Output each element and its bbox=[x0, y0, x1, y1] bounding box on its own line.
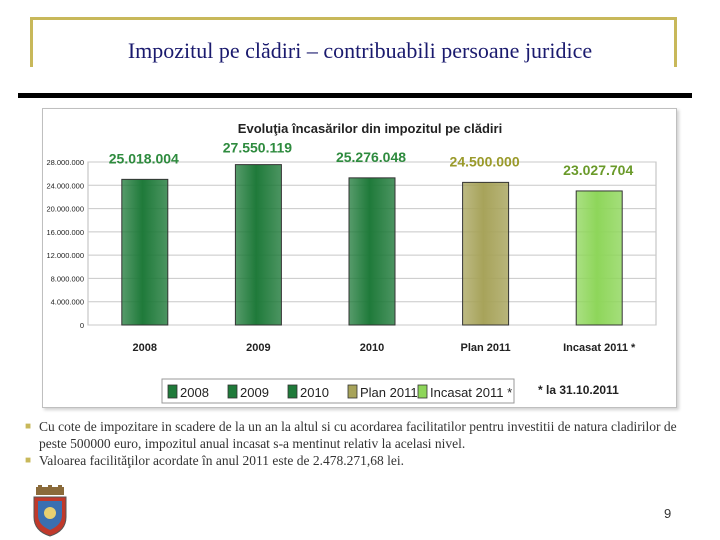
legend-label: Incasat 2011 * bbox=[430, 385, 512, 400]
slide-title: Impozitul pe clădiri – contribuabili per… bbox=[127, 38, 593, 63]
x-tick-label: Incasat 2011 * bbox=[563, 342, 636, 354]
legend-box bbox=[161, 378, 515, 404]
chart-footnote: * la 31.10.2011 bbox=[538, 383, 619, 397]
bar bbox=[121, 178, 169, 326]
y-tick-label: 8.000.000 bbox=[51, 274, 84, 283]
y-tick-label: 28.000.000 bbox=[46, 158, 84, 167]
bullet-item: ■ Cu cote de impozitare in scadere de la… bbox=[25, 418, 695, 452]
legend-label: 2009 bbox=[240, 385, 269, 400]
legend-label: Plan 2011 bbox=[360, 385, 418, 400]
data-label: 27.550.119 bbox=[223, 140, 293, 156]
bullet-text: Cu cote de impozitare in scadere de la u… bbox=[39, 419, 677, 451]
bar bbox=[462, 181, 510, 326]
y-tick-label: 16.000.000 bbox=[46, 228, 84, 237]
coat-of-arms-icon bbox=[33, 485, 67, 537]
bullet-text: Valoarea facilităţilor acordate în anul … bbox=[39, 453, 404, 468]
bullet-icon: ■ bbox=[25, 455, 32, 466]
chart-title: Evoluţia încasărilor din impozitul pe cl… bbox=[238, 121, 502, 136]
legend-label: 2010 bbox=[300, 385, 329, 400]
bar bbox=[348, 177, 396, 326]
data-label: 23.027.704 bbox=[563, 162, 633, 178]
legend-label: 2008 bbox=[180, 385, 209, 400]
x-tick-label: 2010 bbox=[360, 342, 384, 354]
data-label: 25.276.048 bbox=[336, 149, 406, 165]
y-tick-label: 12.000.000 bbox=[46, 251, 84, 260]
title-frame bbox=[30, 17, 677, 67]
title-divider bbox=[18, 93, 692, 98]
y-tick-label: 24.000.000 bbox=[46, 181, 84, 190]
bullet-item: ■ Valoarea facilităţilor acordate în anu… bbox=[25, 452, 695, 469]
data-label: 24.500.000 bbox=[450, 153, 520, 169]
legend-swatch bbox=[347, 384, 358, 399]
bullet-icon: ■ bbox=[25, 421, 32, 432]
data-label: 25.018.004 bbox=[109, 150, 179, 166]
legend-swatch bbox=[287, 384, 298, 399]
y-tick-label: 20.000.000 bbox=[46, 205, 84, 214]
bar bbox=[575, 190, 623, 326]
x-tick-label: 2009 bbox=[246, 342, 270, 354]
bullet-list: ■ Cu cote de impozitare in scadere de la… bbox=[25, 418, 695, 469]
y-tick-label: 4.000.000 bbox=[51, 298, 84, 307]
bar bbox=[234, 164, 282, 326]
y-tick-label: 0 bbox=[80, 321, 84, 330]
legend-swatch bbox=[227, 384, 238, 399]
x-tick-label: Plan 2011 bbox=[461, 342, 511, 354]
page-number: 9 bbox=[664, 506, 672, 521]
x-tick-label: 2008 bbox=[133, 342, 157, 354]
legend-swatch bbox=[167, 384, 178, 399]
legend-swatch bbox=[417, 384, 428, 399]
